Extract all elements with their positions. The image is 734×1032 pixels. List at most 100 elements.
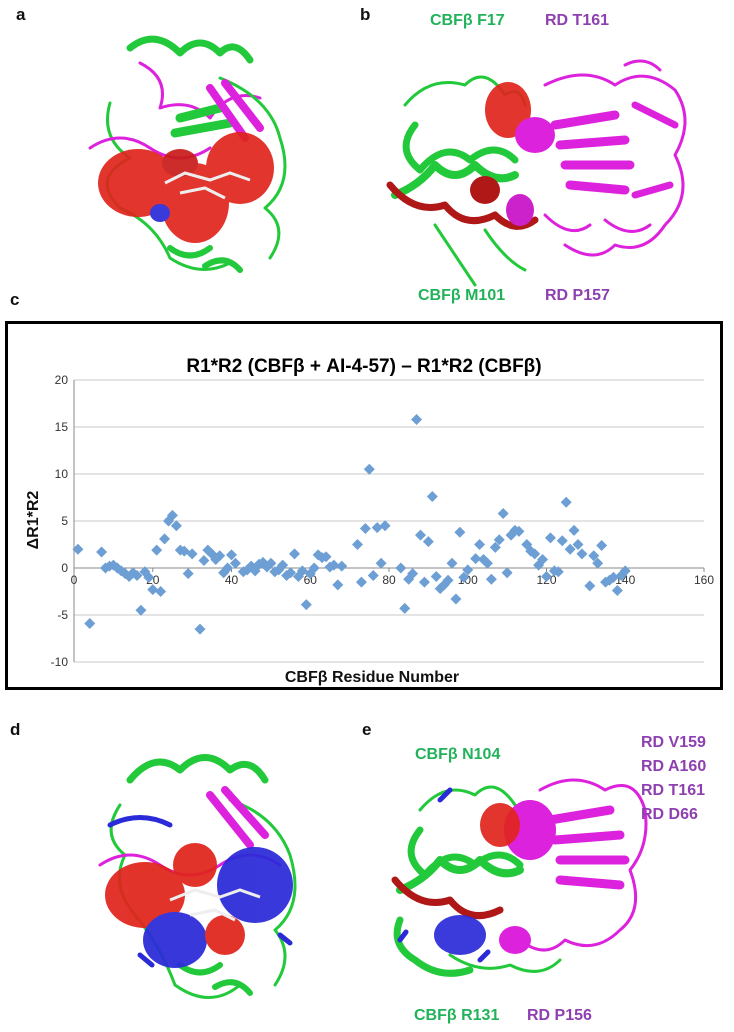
- scatter-chart: R1*R2 (CBFβ + AI-4-57) – R1*R2 (CBFβ) CB…: [25, 356, 714, 686]
- data-point: [407, 568, 419, 580]
- data-point: [300, 599, 312, 611]
- data-point: [537, 554, 549, 566]
- data-point: [139, 566, 151, 578]
- data-point: [178, 545, 190, 557]
- panel-label-e: e: [362, 720, 372, 739]
- data-point: [395, 562, 407, 574]
- data-point: [525, 545, 537, 557]
- data-point: [127, 567, 139, 579]
- data-point: [186, 548, 198, 560]
- data-point: [170, 520, 182, 532]
- data-point: [497, 507, 509, 519]
- data-point: [450, 593, 462, 605]
- data-point: [135, 604, 147, 616]
- data-point: [568, 524, 580, 536]
- data-point: [119, 568, 131, 580]
- data-point: [332, 579, 344, 591]
- data-point: [131, 570, 143, 582]
- data-point: [592, 557, 604, 569]
- data-point: [470, 553, 482, 565]
- data-point: [194, 623, 206, 635]
- data-point: [320, 551, 332, 563]
- panel-label-c: c: [10, 290, 20, 309]
- data-point: [359, 523, 371, 535]
- data-point: [560, 496, 572, 508]
- y-tick-label: 15: [55, 420, 69, 434]
- chart-frame: R1*R2 (CBFβ + AI-4-57) – R1*R2 (CBFβ) CB…: [5, 321, 723, 690]
- data-point: [600, 576, 612, 588]
- data-point: [277, 559, 289, 571]
- data-point: [143, 571, 155, 583]
- panel-label-d: d: [10, 720, 21, 739]
- y-tick-label: 0: [61, 561, 68, 575]
- data-point: [206, 548, 218, 560]
- data-point: [415, 529, 426, 541]
- protein-complex-structure-b: [386, 59, 687, 287]
- data-point: [285, 567, 297, 579]
- data-point: [367, 570, 379, 582]
- data-point: [289, 548, 300, 560]
- x-tick-label: 40: [225, 573, 239, 587]
- chart-title: R1*R2 (CBFβ + AI-4-57) – R1*R2 (CBFβ): [186, 356, 541, 377]
- data-point: [458, 571, 470, 583]
- x-tick-label: 60: [304, 573, 318, 587]
- data-point: [229, 557, 241, 569]
- chart-x-axis-label: CBFβ Residue Number: [285, 669, 459, 686]
- data-point: [426, 491, 438, 503]
- data-point: [155, 586, 167, 597]
- data-point: [336, 560, 348, 572]
- data-point: [96, 546, 108, 558]
- data-point: [355, 576, 367, 588]
- x-tick-label: 80: [382, 573, 396, 587]
- label-rd-a160: RD A160: [641, 758, 707, 775]
- data-point: [493, 534, 505, 546]
- data-point: [72, 543, 84, 555]
- data-point: [375, 557, 387, 569]
- label-rd-t161: RD T161: [641, 782, 706, 799]
- data-point: [418, 576, 430, 588]
- data-point: [529, 548, 541, 560]
- label-cbfb-f17: CBFβ F17: [430, 12, 505, 29]
- data-point: [371, 522, 383, 534]
- data-point: [214, 550, 226, 562]
- data-point: [576, 548, 588, 560]
- data-point: [198, 554, 210, 566]
- protein-structure-a: [88, 35, 287, 273]
- data-point: [352, 539, 363, 550]
- data-point: [430, 570, 442, 582]
- data-point: [411, 413, 423, 425]
- protein-structure-d: [98, 754, 297, 999]
- label-rd-p156: RD P156: [527, 1007, 592, 1024]
- data-point: [202, 544, 214, 556]
- data-point: [544, 532, 556, 544]
- data-point: [442, 574, 454, 586]
- data-point: [489, 541, 501, 553]
- label-cbfb-r131: CBFβ R131: [414, 1007, 500, 1024]
- data-point: [446, 557, 458, 569]
- label-rd-p157: RD P157: [545, 287, 610, 304]
- panel-label-a: a: [16, 5, 26, 24]
- data-point: [422, 536, 434, 548]
- data-point: [182, 568, 194, 580]
- label-cbfb-m101: CBFβ M101: [418, 287, 506, 304]
- data-point: [588, 550, 600, 562]
- x-tick-label: 160: [694, 573, 714, 587]
- data-point: [611, 585, 623, 597]
- label-cbfb-n104: CBFβ N104: [415, 746, 501, 763]
- data-point: [607, 571, 619, 583]
- data-point: [474, 539, 486, 550]
- data-point: [265, 557, 277, 569]
- y-tick-label: 20: [55, 373, 69, 387]
- data-point: [328, 559, 340, 571]
- data-point: [564, 543, 576, 555]
- data-point: [556, 535, 568, 547]
- data-point: [151, 544, 163, 556]
- data-point: [363, 463, 375, 475]
- data-point: [596, 539, 608, 551]
- y-tick-label: -10: [51, 655, 69, 669]
- data-point: [572, 539, 584, 550]
- chart-y-axis-label: ΔR1*R2: [25, 491, 42, 550]
- data-point: [584, 580, 596, 592]
- x-tick-label: 0: [71, 573, 78, 587]
- y-tick-label: 5: [61, 514, 68, 528]
